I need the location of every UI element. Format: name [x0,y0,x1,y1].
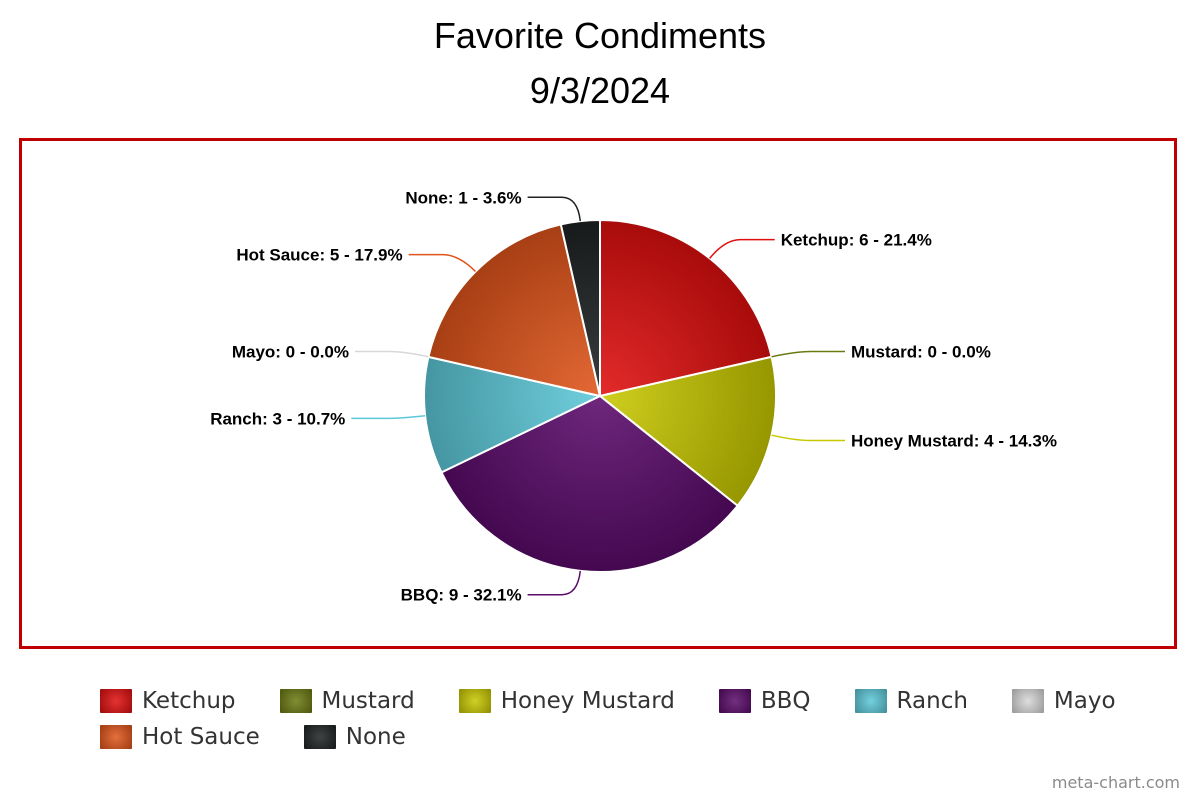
legend-item-ranch[interactable]: Ranch [854,688,968,714]
legend-label-mayo: Mayo [1053,688,1116,714]
legend-swatch-hot-sauce [100,725,132,749]
legend-label-ketchup: Ketchup [142,688,236,714]
legend-item-bbq[interactable]: BBQ [718,688,811,714]
chart-subtitle: 9/3/2024 [529,70,671,111]
legend-item-mustard[interactable]: Mustard [279,688,415,714]
legend-swatch-none [303,725,336,749]
leader-line-mustard [771,350,845,358]
pie-slice-ranch[interactable] [423,355,604,474]
leader-line-none [527,196,582,222]
data-label-honey-mustard: Honey Mustard: 4 - 14.3% [851,432,1057,451]
legend-swatch-honey-mustard [458,689,491,713]
legend-label-bbq: BBQ [760,688,811,714]
data-label-ketchup: Ketchup: 6 - 21.4% [781,231,932,250]
plot-frame [19,138,1177,649]
legend-swatch-mayo [1011,689,1044,713]
legend-label-none: None [345,724,406,750]
pie-slice-honey-mustard[interactable] [597,355,777,508]
data-label-mayo: Mayo: 0 - 0.0% [232,343,349,362]
leader-line-ketchup [709,238,775,259]
pie-slice-hot-sauce[interactable] [427,223,602,398]
data-label-ranch: Ranch: 3 - 10.7% [210,409,345,428]
legend-label-honey-mustard: Honey Mustard [500,688,675,714]
credit-text[interactable]: meta-chart.com [1051,773,1180,792]
leader-line-honey-mustard [771,434,845,442]
leader-line-hot-sauce [408,253,477,273]
leader-line-mayo [355,350,429,358]
legend-swatch-ranch [854,689,887,713]
legend-item-none[interactable]: None [303,724,406,750]
legend-item-hot-sauce[interactable]: Hot Sauce [100,724,260,750]
legend-swatch-ketchup [100,689,132,713]
leader-line-bbq [527,570,582,596]
legend-label-ranch: Ranch [896,688,968,714]
data-label-mustard: Mustard: 0 - 0.0% [851,343,991,362]
data-label-none: None: 1 - 3.6% [405,188,521,207]
chart-legend: Ketchup Mustard Honey Mustard BBQ Ranch Mayo H… [100,688,1160,750]
leader-line-ranch [351,414,426,420]
pie-slice-bbq[interactable] [440,394,740,573]
pie-slice-none[interactable] [559,218,601,397]
data-label-bbq: BBQ: 9 - 32.1% [401,586,522,605]
chart-title: Favorite Condiments [433,15,767,56]
legend-label-hot-sauce: Hot Sauce [142,724,260,750]
legend-item-ketchup[interactable]: Ketchup [100,688,236,714]
legend-item-honey-mustard[interactable]: Honey Mustard [458,688,675,714]
legend-swatch-mustard [279,689,312,713]
legend-label-mustard: Mustard [321,688,415,714]
legend-swatch-bbq [718,689,751,713]
legend-item-mayo[interactable]: Mayo [1011,688,1116,714]
data-label-hot-sauce: Hot Sauce: 5 - 17.9% [236,246,402,265]
